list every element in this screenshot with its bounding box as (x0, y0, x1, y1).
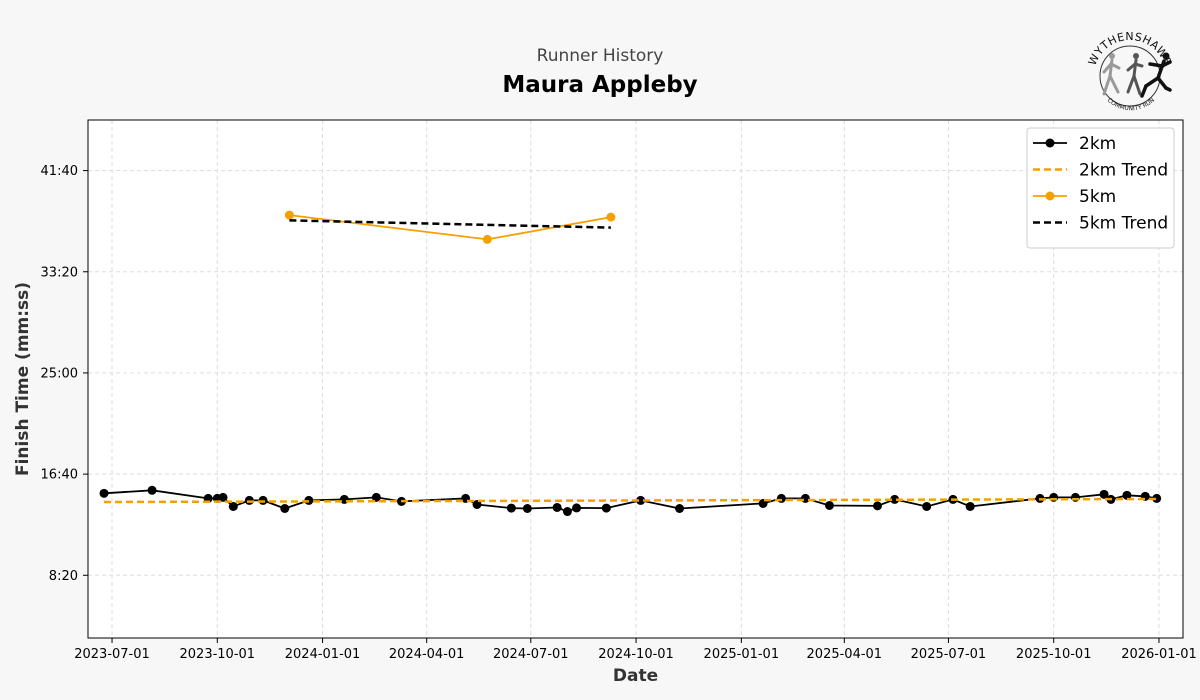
2km-point (99, 488, 109, 498)
legend-label: 5km (1079, 187, 1116, 207)
2km-point (675, 504, 685, 513)
2km-point (522, 504, 532, 513)
legend-label: 2km Trend (1079, 161, 1168, 181)
5km-point (482, 234, 492, 244)
legend-label: 5km Trend (1079, 214, 1168, 234)
2km-point (601, 503, 611, 513)
x-tick-label: 2025-01-01 (704, 647, 780, 662)
2km-point (890, 494, 900, 504)
legend-entry-5km: 5km (1033, 187, 1116, 207)
series-layer (99, 210, 1162, 517)
x-tick-label: 2024-10-01 (598, 647, 674, 662)
x-tick-label: 2024-04-01 (389, 647, 465, 662)
2km-point (147, 485, 157, 495)
wythenshawe-logo-icon: WYTHENSHAWE COMMUNITY RUN (1086, 30, 1174, 112)
legend-label: 2km (1079, 134, 1116, 154)
2km-point (280, 504, 290, 513)
x-tick-label: 2025-04-01 (807, 647, 883, 662)
chart-title: Maura Appleby (502, 72, 698, 98)
axis-ticks: 2023-07-01 2023-10-01 2024-01-01 2024-04-01… (41, 164, 1197, 662)
5km-point (284, 210, 294, 220)
2km-point (776, 493, 786, 503)
x-tick-label: 2024-01-01 (285, 647, 361, 662)
2km-point (636, 495, 646, 505)
x-tick-label: 2023-10-01 (180, 647, 256, 662)
2km-point (572, 503, 582, 513)
2km-point (1070, 492, 1080, 502)
plot-area (87, 119, 1184, 639)
2km-point (1122, 490, 1132, 500)
2km-point (562, 507, 572, 517)
2km-point (1152, 493, 1162, 503)
x-axis-title: Date (613, 666, 658, 686)
2km-point (472, 499, 482, 509)
x-tick-label: 2024-07-01 (493, 647, 569, 662)
x-tick-label: 2023-07-01 (74, 647, 150, 662)
legend-marker (1045, 138, 1055, 148)
y-tick-label: 8:20 (49, 569, 78, 584)
2km-line (103, 489, 1157, 513)
2km-point (1099, 489, 1109, 499)
y-tick-label: 16:40 (41, 468, 78, 483)
y-tick-label: 25:00 (41, 366, 78, 381)
chart-subtitle: Runner History (536, 46, 664, 66)
series-2km (99, 485, 1162, 517)
legend-marker (1045, 191, 1055, 201)
2km-point (824, 500, 834, 510)
2km-point (371, 492, 381, 502)
legend-box (1026, 127, 1175, 249)
x-tick-label: 2025-10-01 (1016, 647, 1092, 662)
x-tick-label: 2025-07-01 (911, 647, 987, 662)
series-5km (284, 210, 616, 244)
legend: 2km 2km Trend 5km 5km Trend (1026, 127, 1175, 249)
y-axis-title: Finish Time (mm:ss) (13, 282, 33, 476)
2km-point (218, 492, 228, 502)
legend-entry-2km: 2km (1033, 134, 1116, 154)
2km-point (872, 501, 882, 511)
legend-entry-5km-trend: 5km Trend (1033, 214, 1168, 234)
2km-point (506, 503, 516, 513)
2km-point (965, 501, 975, 511)
series-5km-trend (289, 219, 611, 229)
legend-entry-2km-trend: 2km Trend (1033, 161, 1168, 181)
y-tick-label: 41:40 (41, 164, 78, 179)
2km-point (228, 501, 238, 511)
2km-point (552, 502, 562, 512)
x-tick-label: 2026-01-01 (1121, 647, 1197, 662)
y-tick-label: 33:20 (41, 265, 78, 280)
5km-point (606, 212, 616, 222)
2km-point (800, 493, 810, 503)
2km-point (922, 501, 932, 511)
5km-trend-line (289, 219, 611, 229)
